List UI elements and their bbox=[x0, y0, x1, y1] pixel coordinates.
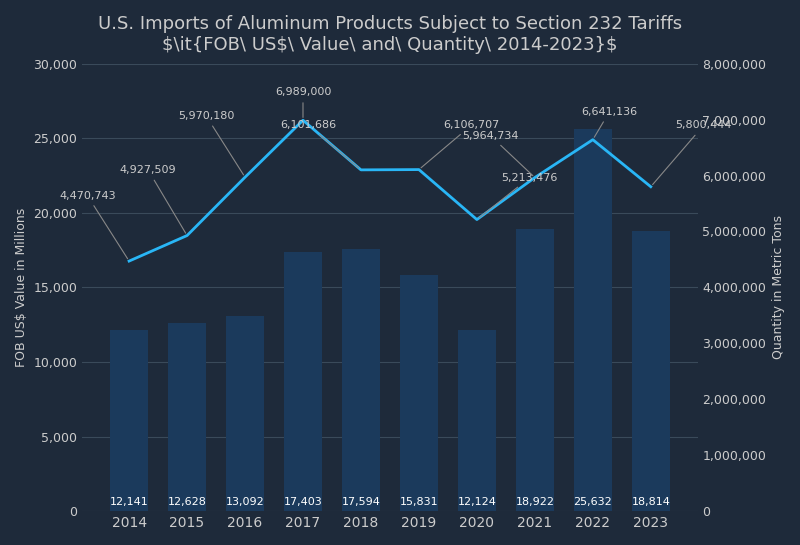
Bar bbox=[516, 229, 554, 511]
Bar bbox=[110, 330, 148, 511]
Bar bbox=[632, 231, 670, 511]
Bar bbox=[342, 249, 380, 511]
Text: 13,092: 13,092 bbox=[226, 498, 265, 507]
Text: 17,403: 17,403 bbox=[284, 498, 322, 507]
Text: 12,628: 12,628 bbox=[168, 498, 206, 507]
Text: 12,124: 12,124 bbox=[458, 498, 496, 507]
Text: 6,101,686: 6,101,686 bbox=[280, 120, 359, 168]
Bar bbox=[458, 330, 496, 511]
Text: 18,814: 18,814 bbox=[631, 498, 670, 507]
Bar bbox=[574, 129, 612, 511]
Bar bbox=[226, 316, 264, 511]
Text: 6,641,136: 6,641,136 bbox=[582, 107, 638, 137]
Text: 15,831: 15,831 bbox=[400, 498, 438, 507]
Text: 4,927,509: 4,927,509 bbox=[120, 165, 186, 233]
Text: 4,470,743: 4,470,743 bbox=[59, 191, 128, 259]
Text: 5,800,444: 5,800,444 bbox=[653, 120, 732, 185]
Text: 18,922: 18,922 bbox=[515, 498, 554, 507]
Bar bbox=[400, 275, 438, 511]
Bar bbox=[284, 252, 322, 511]
Text: 6,106,707: 6,106,707 bbox=[421, 120, 500, 168]
Text: 25,632: 25,632 bbox=[574, 498, 612, 507]
Bar bbox=[168, 323, 206, 511]
Text: 17,594: 17,594 bbox=[342, 498, 380, 507]
Text: 5,964,734: 5,964,734 bbox=[462, 131, 533, 175]
Text: 12,141: 12,141 bbox=[110, 498, 149, 507]
Title: U.S. Imports of Aluminum Products Subject to Section 232 Tariffs
$\it{FOB\ US$\ : U.S. Imports of Aluminum Products Subjec… bbox=[98, 15, 682, 54]
Text: 6,989,000: 6,989,000 bbox=[275, 87, 331, 118]
Y-axis label: FOB US$ Value in Millions: FOB US$ Value in Millions bbox=[15, 208, 28, 367]
Text: 5,970,180: 5,970,180 bbox=[178, 111, 243, 175]
Y-axis label: Quantity in Metric Tons: Quantity in Metric Tons bbox=[772, 215, 785, 359]
Text: 5,213,476: 5,213,476 bbox=[479, 173, 558, 218]
